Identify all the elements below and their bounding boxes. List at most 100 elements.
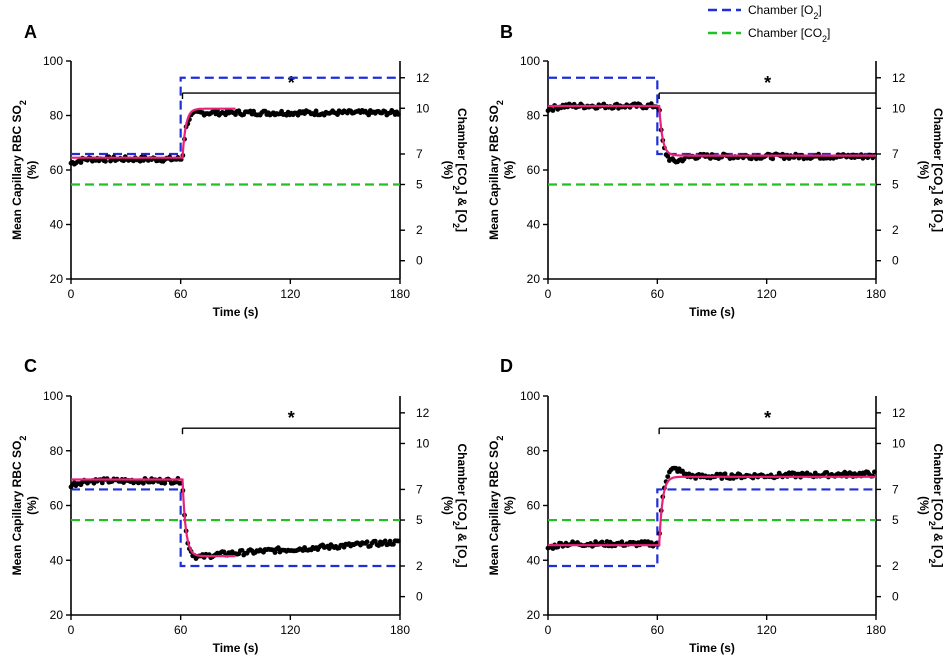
y-tick-label: 20 — [527, 272, 541, 286]
y2-axis-unit: (%) — [917, 496, 931, 515]
y-tick-label: 80 — [50, 444, 64, 458]
y-axis-unit: (%) — [25, 161, 39, 180]
y2-tick-label: 0 — [416, 590, 423, 604]
y-tick-label: 80 — [50, 109, 64, 123]
data-point — [665, 474, 671, 479]
data-points — [545, 465, 877, 551]
y-tick-label: 100 — [520, 54, 540, 68]
y2-tick-label: 10 — [892, 101, 906, 115]
panel-letter: C — [24, 356, 37, 376]
y-axis-title: Mean Capillary RBC SO2 — [487, 436, 505, 576]
y2-tick-label: 2 — [892, 559, 899, 573]
y-tick-label: 80 — [527, 444, 541, 458]
y2-axis-unit: (%) — [441, 496, 455, 515]
y-tick-label: 100 — [43, 54, 63, 68]
y-tick-label: 40 — [50, 218, 64, 232]
significance-star: * — [288, 408, 295, 428]
y2-tick-label: 5 — [892, 177, 899, 191]
o2-line — [548, 488, 876, 568]
y-tick-label: 60 — [527, 163, 541, 177]
y-tick-label: 80 — [527, 109, 541, 123]
y2-tick-label: 12 — [892, 71, 906, 85]
y-tick-label: 20 — [50, 608, 64, 622]
x-axis-title: Time (s) — [213, 305, 259, 319]
data-point — [99, 480, 105, 486]
y2-axis-unit: (%) — [441, 161, 455, 180]
y-tick-label: 20 — [50, 272, 64, 286]
o2-line — [548, 76, 876, 156]
y2-tick-label: 5 — [892, 513, 899, 527]
y-tick-label: 60 — [50, 163, 64, 177]
y2-tick-label: 0 — [892, 254, 899, 268]
data-point — [78, 160, 84, 165]
x-tick-label: 120 — [757, 287, 777, 301]
y-tick-label: 60 — [50, 499, 64, 513]
data-point — [312, 112, 317, 118]
y2-tick-label: 7 — [892, 482, 899, 496]
y-tick-label: 40 — [527, 218, 541, 232]
y2-tick-label: 12 — [416, 406, 430, 420]
data-point — [550, 108, 556, 113]
x-tick-label: 180 — [390, 623, 410, 637]
y2-axis-unit: (%) — [917, 161, 931, 180]
y-tick-label: 60 — [527, 499, 541, 513]
data-point — [824, 470, 830, 475]
x-tick-label: 0 — [545, 287, 552, 301]
o2-line — [71, 76, 400, 156]
panel-letter: D — [500, 356, 513, 376]
data-point — [872, 469, 877, 475]
legend-label: Chamber [CO2] — [748, 26, 830, 44]
x-tick-label: 0 — [545, 623, 552, 637]
data-point — [665, 153, 671, 159]
data-point — [396, 538, 401, 544]
data-point — [382, 538, 388, 544]
y2-tick-label: 0 — [416, 254, 423, 268]
x-tick-label: 60 — [174, 623, 188, 637]
fit-curve — [71, 107, 236, 159]
y2-tick-label: 5 — [416, 513, 423, 527]
x-tick-label: 120 — [757, 623, 777, 637]
x-tick-label: 60 — [174, 287, 188, 301]
x-tick-label: 0 — [68, 287, 75, 301]
panel-letter: A — [24, 22, 37, 42]
data-point — [770, 156, 776, 162]
o2-line — [71, 488, 400, 568]
data-point — [335, 112, 340, 117]
y2-axis-title: Chamber [CO2] & [O2] — [451, 443, 469, 567]
significance-star: * — [288, 73, 295, 93]
data-point — [313, 108, 319, 114]
legend-label: Chamber [O2] — [748, 3, 822, 21]
y2-axis-title: Chamber [CO2] & [O2] — [927, 443, 945, 567]
fit-curve — [548, 104, 876, 157]
x-tick-label: 180 — [866, 623, 886, 637]
fit-curve — [71, 478, 236, 558]
data-point — [722, 471, 728, 477]
data-point — [141, 480, 146, 486]
y-axis-unit: (%) — [25, 496, 39, 515]
x-tick-label: 120 — [280, 623, 300, 637]
data-point — [396, 112, 401, 117]
legend: Chamber [O2] Chamber [CO2] — [708, 3, 830, 44]
y-axis-title: Mean Capillary RBC SO2 — [487, 100, 505, 240]
y2-tick-label: 2 — [416, 223, 423, 237]
panel-b: B 20 40 60 80 100 0 60 120 180 0 2 5 7 10 12 Time (s) Mea… — [487, 22, 945, 319]
panel-d: D 20 40 60 80 100 0 60 120 180 0 2 5 7 10 12 Time (s) Mea… — [487, 356, 945, 655]
y-tick-label: 40 — [527, 553, 541, 567]
y-axis-unit: (%) — [502, 496, 516, 515]
x-tick-label: 0 — [68, 623, 75, 637]
y2-tick-label: 0 — [892, 590, 899, 604]
y2-tick-label: 12 — [416, 71, 430, 85]
y-tick-label: 40 — [50, 553, 64, 567]
y-axis-title: Mean Capillary RBC SO2 — [10, 100, 28, 240]
panel-letter: B — [500, 22, 513, 42]
data-points — [68, 476, 401, 561]
data-point — [162, 480, 168, 486]
fit-curve — [548, 475, 876, 547]
data-point — [619, 539, 625, 545]
y2-tick-label: 10 — [416, 101, 430, 115]
x-tick-label: 120 — [280, 287, 300, 301]
y2-tick-label: 5 — [416, 177, 423, 191]
data-point — [366, 112, 372, 118]
y-tick-label: 20 — [527, 608, 541, 622]
